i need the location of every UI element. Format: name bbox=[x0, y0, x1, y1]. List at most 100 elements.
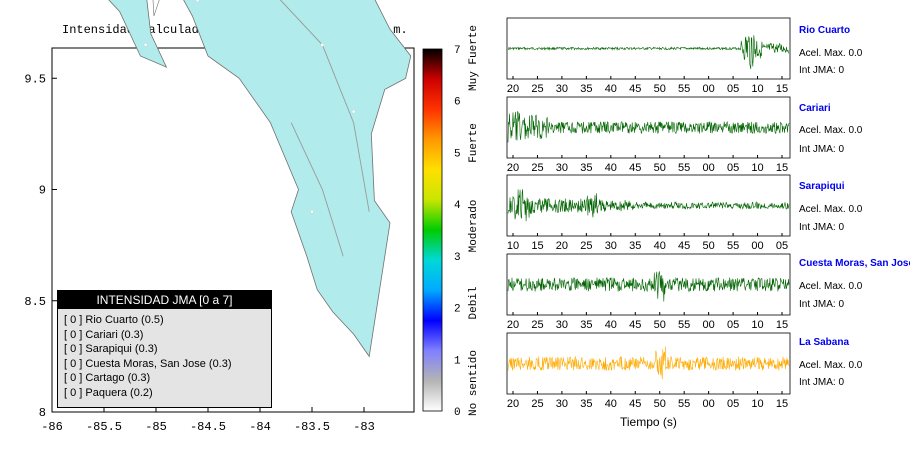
costa-rica-land bbox=[108, 0, 412, 358]
time-tick-label: 55 bbox=[727, 240, 739, 252]
colorbar-tick-label: 4 bbox=[454, 200, 461, 212]
x-tick-label: -83.5 bbox=[294, 420, 330, 434]
station-intensity: Int JMA: 0 bbox=[799, 222, 845, 233]
time-tick-label: 05 bbox=[776, 240, 788, 252]
time-tick-label: 55 bbox=[678, 83, 690, 95]
time-tick-label: 05 bbox=[727, 83, 739, 95]
station-name[interactable]: Rio Cuarto bbox=[799, 25, 851, 36]
time-tick-label: 55 bbox=[678, 162, 690, 174]
legend-item: [ 0 ] Cuesta Moras, San Jose (0.3) bbox=[64, 357, 232, 370]
legend-item: [ 0 ] Cartago (0.3) bbox=[64, 372, 151, 385]
time-tick-label: 00 bbox=[703, 319, 715, 331]
colorbar-category-label: No sentido bbox=[468, 350, 480, 416]
time-tick-label: 40 bbox=[654, 240, 666, 252]
colorbar-tick-label: 2 bbox=[454, 304, 461, 316]
time-tick-label: 30 bbox=[556, 319, 568, 331]
y-tick-label: 8 bbox=[39, 406, 46, 420]
time-tick-label: 50 bbox=[703, 240, 715, 252]
town-marker bbox=[143, 43, 148, 47]
colorbar-tick-label: 6 bbox=[454, 97, 461, 109]
time-tick-label: 30 bbox=[605, 240, 617, 252]
colorbar-tick-label: 5 bbox=[454, 148, 461, 160]
colorbar-category-label: Debil bbox=[468, 286, 480, 319]
time-tick-label: 50 bbox=[654, 83, 666, 95]
x-tick-label: -85 bbox=[145, 420, 167, 434]
gulf-of-nicoya bbox=[152, 0, 160, 17]
time-tick-label: 25 bbox=[531, 162, 543, 174]
waveform-trace bbox=[507, 346, 790, 380]
x-tick-label: -86 bbox=[41, 420, 63, 434]
station-intensity: Int JMA: 0 bbox=[799, 299, 845, 310]
x-tick-label: -83 bbox=[353, 420, 375, 434]
time-tick-label: 40 bbox=[605, 398, 617, 410]
time-axis-label: Tiempo (s) bbox=[620, 415, 677, 429]
time-tick-label: 05 bbox=[727, 398, 739, 410]
colorbar bbox=[422, 48, 443, 412]
time-tick-label: 10 bbox=[751, 162, 763, 174]
y-tick-label: 8.5 bbox=[24, 295, 46, 309]
colorbar-tick-label: 1 bbox=[454, 355, 461, 367]
time-tick-label: 35 bbox=[580, 83, 592, 95]
time-tick-label: 00 bbox=[703, 162, 715, 174]
station-name[interactable]: Sarapiqui bbox=[799, 181, 845, 192]
time-tick-label: 40 bbox=[605, 319, 617, 331]
time-tick-label: 45 bbox=[678, 240, 690, 252]
colorbar-category-label: Moderado bbox=[468, 200, 480, 253]
time-tick-label: 30 bbox=[556, 83, 568, 95]
legend-item: [ 0 ] Sarapiqui (0.3) bbox=[64, 343, 158, 356]
time-tick-label: 20 bbox=[507, 398, 519, 410]
x-tick-label: -85.5 bbox=[86, 420, 122, 434]
time-tick-label: 40 bbox=[605, 83, 617, 95]
waveform-trace bbox=[507, 35, 790, 70]
time-tick-label: 45 bbox=[629, 162, 641, 174]
time-tick-label: 25 bbox=[531, 83, 543, 95]
town-marker bbox=[310, 209, 314, 214]
legend-header: INTENSIDAD JMA [0 a 7] bbox=[58, 291, 271, 309]
station-accel: Acel. Max. 0.0 bbox=[799, 281, 863, 292]
station-intensity: Int JMA: 0 bbox=[799, 377, 845, 388]
time-tick-label: 50 bbox=[654, 398, 666, 410]
time-tick-label: 35 bbox=[580, 162, 592, 174]
time-tick-label: 15 bbox=[776, 319, 788, 331]
time-tick-label: 20 bbox=[507, 319, 519, 331]
legend-item: [ 0 ] Paquera (0.2) bbox=[64, 386, 153, 399]
legend-list: [ 0 ] Rio Cuarto (0.5) [ 0 ] Cariari (0.… bbox=[58, 309, 271, 401]
legend-item: [ 0 ] Rio Cuarto (0.5) bbox=[64, 314, 164, 326]
time-tick-label: 15 bbox=[776, 398, 788, 410]
time-tick-label: 00 bbox=[703, 398, 715, 410]
time-tick-label: 55 bbox=[678, 398, 690, 410]
colorbar-category-label: Fuerte bbox=[468, 123, 480, 163]
time-tick-label: 15 bbox=[776, 83, 788, 95]
waveform-trace bbox=[507, 271, 790, 302]
time-tick-label: 20 bbox=[556, 240, 568, 252]
time-tick-label: 30 bbox=[556, 162, 568, 174]
town-marker bbox=[351, 109, 356, 114]
town-marker bbox=[195, 0, 200, 3]
time-tick-label: 15 bbox=[776, 162, 788, 174]
y-tick-label: 9 bbox=[39, 184, 46, 198]
time-tick-label: 45 bbox=[629, 319, 641, 331]
station-intensity: Int JMA: 0 bbox=[799, 65, 845, 76]
town-marker bbox=[320, 43, 325, 47]
time-tick-label: 20 bbox=[507, 83, 519, 95]
station-name[interactable]: Cuesta Moras, San Jose bbox=[799, 258, 910, 269]
time-tick-label: 50 bbox=[654, 162, 666, 174]
station-name[interactable]: La Sabana bbox=[799, 337, 850, 348]
time-tick-label: 00 bbox=[703, 83, 715, 95]
x-tick-label: -84 bbox=[249, 420, 271, 434]
road-line bbox=[290, 122, 344, 257]
colorbar-category-label: Muy Fuerte bbox=[468, 25, 480, 91]
intensity-legend: INTENSIDAD JMA [0 a 7] [ 0 ] Rio Cuarto … bbox=[57, 290, 272, 408]
colorbar-tick-label: 0 bbox=[454, 407, 461, 419]
time-tick-label: 05 bbox=[727, 319, 739, 331]
station-intensity: Int JMA: 0 bbox=[799, 144, 845, 155]
time-tick-label: 35 bbox=[580, 319, 592, 331]
station-name[interactable]: Cariari bbox=[799, 103, 831, 114]
station-accel: Acel. Max. 0.0 bbox=[799, 48, 863, 59]
time-tick-label: 35 bbox=[580, 398, 592, 410]
time-tick-label: 50 bbox=[654, 319, 666, 331]
time-tick-label: 10 bbox=[751, 398, 763, 410]
time-tick-label: 10 bbox=[751, 319, 763, 331]
time-tick-label: 25 bbox=[531, 319, 543, 331]
